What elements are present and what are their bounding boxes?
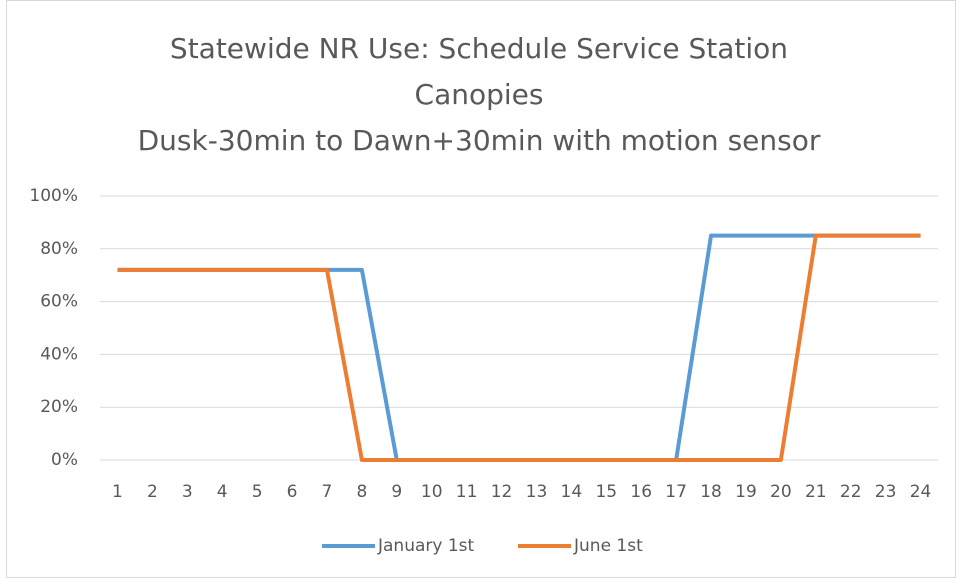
x-tick-label: 11	[456, 482, 478, 502]
x-tick-label: 21	[805, 482, 827, 502]
x-tick-label: 3	[182, 482, 193, 502]
chart-border	[6, 0, 956, 578]
chart-title: Statewide NR Use: Schedule Service Stati…	[169, 32, 789, 111]
chart-subtitle: Dusk-30min to Dawn+30min with motion sen…	[137, 124, 821, 157]
x-tick-label: 17	[665, 482, 687, 502]
x-tick-label: 14	[561, 482, 583, 502]
x-tick-label: 20	[770, 482, 792, 502]
x-tick-label: 16	[630, 482, 652, 502]
x-tick-label: 10	[421, 482, 443, 502]
series-line	[117, 233, 921, 462]
x-tick-label: 24	[910, 482, 932, 502]
x-tick-label: 8	[356, 482, 367, 502]
x-tick-label: 19	[735, 482, 757, 502]
x-tick-label: 1	[112, 482, 123, 502]
x-tick-label: 13	[526, 482, 548, 502]
y-tick-label: 0%	[51, 450, 78, 470]
title-block: Statewide NR Use: Schedule Service Stati…	[0, 26, 958, 164]
x-tick-label: 23	[875, 482, 897, 502]
x-tick-label: 4	[217, 482, 228, 502]
legend-label: January 1st	[377, 536, 475, 556]
y-tick-label: 40%	[40, 344, 78, 364]
x-tick-label: 22	[840, 482, 862, 502]
x-tick-label: 5	[252, 482, 263, 502]
y-tick-label: 80%	[40, 239, 78, 259]
x-tick-label: 2	[147, 482, 158, 502]
y-tick-label: 100%	[29, 186, 78, 206]
legend-label: June 1st	[573, 536, 643, 556]
y-tick-label: 20%	[40, 397, 78, 417]
y-tick-label: 60%	[40, 292, 78, 312]
x-tick-label: 7	[322, 482, 333, 502]
x-tick-label: 9	[391, 482, 402, 502]
x-tick-label: 6	[287, 482, 298, 502]
x-tick-label: 18	[700, 482, 722, 502]
x-tick-label: 15	[595, 482, 617, 502]
x-tick-label: 12	[491, 482, 513, 502]
